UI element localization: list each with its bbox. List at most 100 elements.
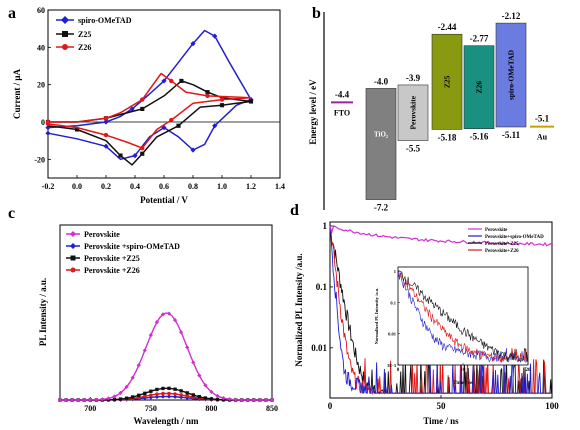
a-point-2 xyxy=(205,93,210,99)
inset-ylabel: Normalized PL Intensity /a.u. xyxy=(374,288,379,345)
a-point-2 xyxy=(45,121,51,127)
legend-label-pvk-spiro: Perovskite +spiro-OMeTAD xyxy=(84,242,180,251)
a-point-0 xyxy=(129,106,135,112)
legend-label-spiro: spiro-OMeTAD xyxy=(78,16,132,25)
legend-label-d-z26: Perovskite+Z26 xyxy=(485,249,519,254)
level-name-4: Z26 xyxy=(475,81,484,94)
a-series-line-2 xyxy=(47,72,252,149)
a-point-1 xyxy=(74,127,80,132)
chart-c-legend: Perovskite Perovskite +spiro-OMeTAD Pero… xyxy=(66,230,180,275)
level-bottom-label-3: -5.18 xyxy=(438,132,457,142)
a-point-2 xyxy=(103,132,109,138)
a-xtick-label: 0.2 xyxy=(101,182,111,191)
a-xtick-label: 1.0 xyxy=(217,182,227,191)
chart-d: 0 50 100 0.010.11 Time / ns Normalized PL … xyxy=(294,221,559,426)
c-series-line-0 xyxy=(60,312,272,401)
a-ytick-label: -20 xyxy=(34,155,45,164)
a-point-2 xyxy=(140,97,145,102)
legend-label-pvk-z26: Perovskite +Z26 xyxy=(84,266,140,275)
c-point-0 xyxy=(245,397,250,403)
c-point-2 xyxy=(124,396,129,400)
c-point-0 xyxy=(130,375,135,380)
a-xtick-label: 1.2 xyxy=(246,182,256,191)
legend-label-perovskite: Perovskite xyxy=(84,230,120,239)
a-point-1 xyxy=(140,151,145,156)
inset-ytick-label: 1E-3 xyxy=(387,363,397,368)
a-point-0 xyxy=(212,33,218,39)
inset-xlabel: Time / ns xyxy=(453,381,473,386)
legend-marker-perovskite xyxy=(70,231,76,237)
a-point-0 xyxy=(212,123,218,129)
level-name-3: Z25 xyxy=(443,75,452,88)
c-xtick-label: 800 xyxy=(205,404,217,413)
c-point-2 xyxy=(112,397,117,402)
c-point-0 xyxy=(263,397,269,403)
a-xtick-label: 1.4 xyxy=(275,182,285,191)
chart-b-ylabel: Energy level / eV xyxy=(308,79,318,145)
level-top-label-0: -4.4 xyxy=(335,89,350,99)
inset-ytick-label: 0.01 xyxy=(388,332,397,337)
legend-marker-z25 xyxy=(62,31,68,37)
c-point-0 xyxy=(257,397,262,403)
c-point-0 xyxy=(94,397,99,402)
chart-c: 700 750 800 850 Wavelength / nm PL Intensit… xyxy=(38,224,278,426)
level-name-0: FTO xyxy=(334,108,350,117)
c-point-0 xyxy=(197,373,202,378)
c-xtick-label: 700 xyxy=(84,404,96,413)
a-point-2 xyxy=(103,116,109,121)
panel-label-c: c xyxy=(8,205,15,222)
inset-xtick-label: 10 xyxy=(461,368,467,373)
c-point-0 xyxy=(142,348,147,353)
a-series-line-1 xyxy=(47,80,252,166)
c-point-2 xyxy=(149,389,153,393)
c-point-0 xyxy=(112,394,117,399)
inset-xtick-label: 20 xyxy=(526,368,532,373)
a-point-0 xyxy=(103,143,109,149)
c-point-0 xyxy=(57,397,63,403)
a-point-1 xyxy=(248,99,254,104)
c-point-3 xyxy=(143,394,147,399)
a-ytick-label: 60 xyxy=(37,6,45,15)
a-xtick-label: 0.6 xyxy=(159,182,169,191)
legend-label-z25: Z25 xyxy=(78,30,91,39)
c-point-3 xyxy=(155,392,159,396)
a-point-1 xyxy=(176,123,181,128)
level-name-6: Au xyxy=(537,133,548,142)
a-point-0 xyxy=(161,78,167,84)
a-point-0 xyxy=(132,153,138,159)
c-point-0 xyxy=(136,363,141,368)
c-xtick-label: 750 xyxy=(145,404,157,413)
c-point-2 xyxy=(118,397,123,401)
legend-label-z26: Z26 xyxy=(78,43,91,52)
c-point-0 xyxy=(88,397,93,403)
a-xtick-label: 0.4 xyxy=(130,182,140,191)
a-point-2 xyxy=(169,78,174,84)
c-point-3 xyxy=(179,393,183,397)
chart-c-frame xyxy=(59,224,273,401)
d-xtick-label: 50 xyxy=(437,401,447,411)
inset-ticks: 0 10 20 1E-3 0.01 0.1 1 xyxy=(387,269,531,373)
c-point-3 xyxy=(149,393,153,397)
c-point-0 xyxy=(63,397,69,403)
c-xtick-label: 850 xyxy=(266,404,278,413)
level-bottom-label-4: -5.16 xyxy=(470,132,489,142)
a-point-0 xyxy=(103,119,109,125)
c-point-3 xyxy=(185,394,189,398)
level-top-label-3: -2.44 xyxy=(438,22,457,32)
c-point-0 xyxy=(185,345,190,350)
chart-a-ylabel: Current / μA xyxy=(12,69,22,119)
c-point-1 xyxy=(154,394,160,399)
inset-frame xyxy=(397,266,529,366)
c-point-0 xyxy=(269,397,275,403)
c-point-0 xyxy=(172,317,178,323)
legend-label-pvk-z25: Perovskite +Z25 xyxy=(84,254,140,263)
c-point-2 xyxy=(185,391,189,395)
c-point-0 xyxy=(239,397,244,402)
inset-series xyxy=(397,270,528,364)
c-point-0 xyxy=(191,360,196,365)
c-point-0 xyxy=(209,389,214,395)
a-point-1 xyxy=(179,78,184,84)
chart-a: -0.2 0.0 0.2 0.4 0.6 0.8 1.0 1.2 1.4 -200204060 … xyxy=(12,6,285,205)
d-xtick-label: 0 xyxy=(328,401,333,411)
c-point-0 xyxy=(100,397,105,402)
